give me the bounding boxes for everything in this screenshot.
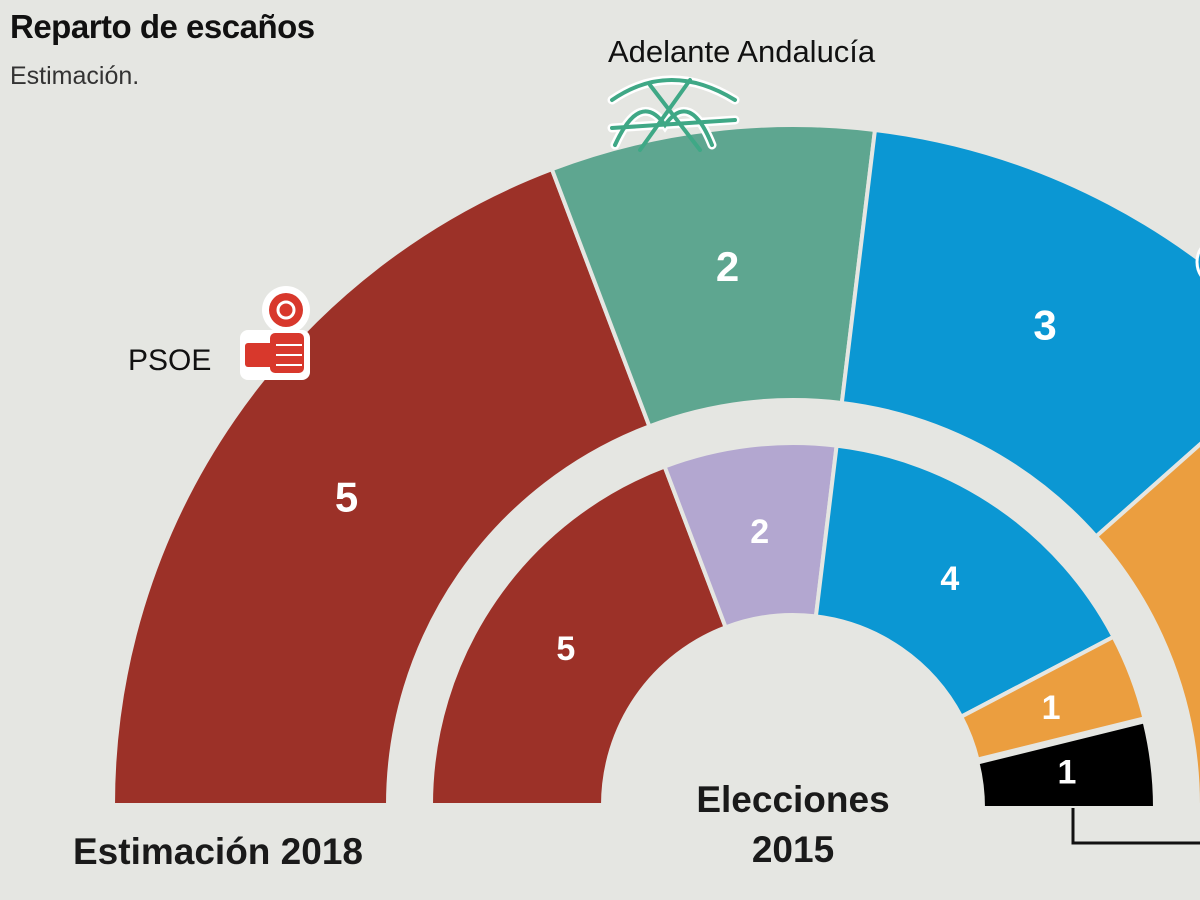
inner-seat-label-0: 5 [556, 630, 575, 668]
outer-segment-0 [110, 166, 652, 807]
inner-segment-3 [958, 634, 1147, 762]
inner-seat-label-3: 1 [1042, 689, 1061, 727]
inner-segment-0 [428, 463, 729, 807]
outer-seat-label-0: 5 [335, 474, 358, 521]
connector-line [1071, 808, 1200, 845]
party-logo-partial [1195, 247, 1200, 277]
outer-segment-2 [839, 127, 1200, 540]
outer-segment-3 [1093, 441, 1200, 807]
ring-label-2015-line1: Elecciones [696, 779, 889, 820]
party-label-adelante-andalucia: Adelante Andalucía [608, 34, 876, 69]
chart-title: Reparto de escaños [10, 8, 315, 45]
inner-ring-2015: 5 2 4 1 1 [428, 441, 1158, 810]
ring-label-2015-line2: 2015 [752, 829, 834, 870]
inner-segment-2 [813, 443, 1117, 720]
chart-subtitle: Estimación. [10, 62, 140, 90]
inner-seat-label-2: 4 [940, 560, 959, 598]
outer-seat-label-1: 2 [716, 243, 739, 290]
inner-seat-label-4: 1 [1058, 754, 1077, 792]
ring-label-2018: Estimación 2018 [73, 831, 363, 872]
inner-segment-4 [975, 718, 1158, 810]
psoe-logo-icon [240, 286, 310, 380]
outer-ring-2018: 5 2 3 [110, 123, 1200, 807]
adelante-andalucia-logo-stroke [610, 78, 737, 152]
inner-seat-label-1: 2 [750, 513, 769, 551]
party-label-psoe: PSOE [128, 344, 211, 377]
outer-seat-label-2: 3 [1033, 301, 1056, 348]
